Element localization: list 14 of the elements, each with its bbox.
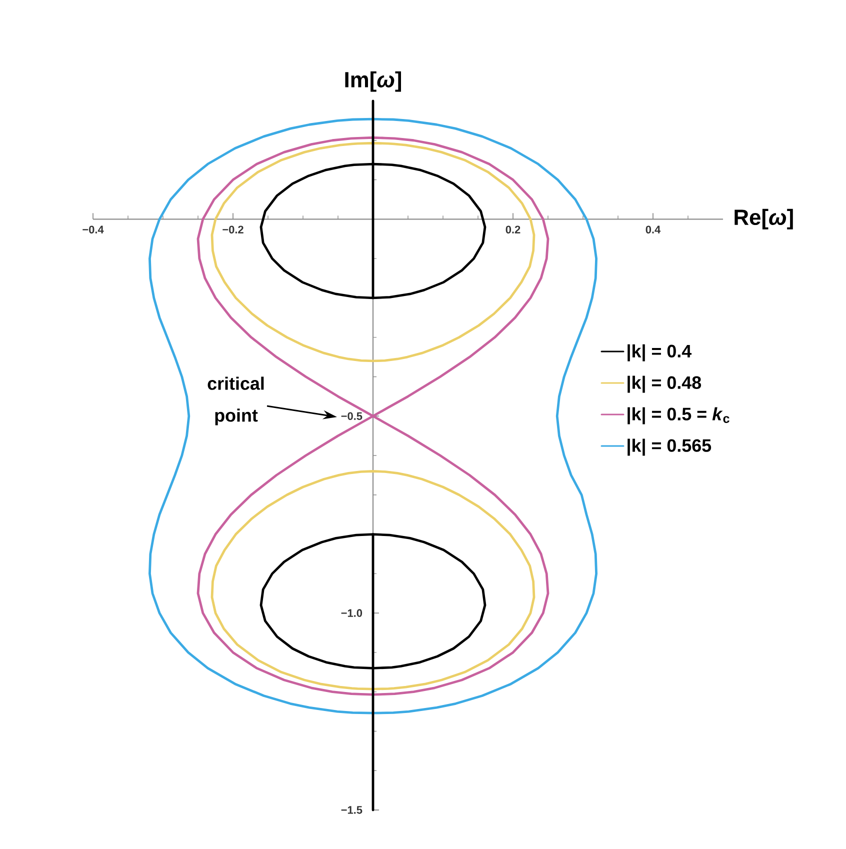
legend-label: |k| = 0.48: [628, 376, 702, 393]
legend-label: |k| = 0.4: [628, 344, 692, 362]
x-tick-label: 0.4: [646, 226, 661, 234]
x-tick-label: −0.2: [222, 226, 244, 234]
x-tick-label: 0.2: [506, 226, 520, 234]
y-tick-label: −1.0: [341, 609, 362, 617]
y-axis-title: Im[ω]: [345, 71, 401, 92]
annotation: critical point: [208, 376, 264, 426]
y-tick-label: −1.5: [341, 806, 362, 814]
legend-label: |k| = 0.5 = k$_{c}$: [628, 407, 730, 424]
x-tick-label: −0.4: [82, 226, 104, 234]
x-axis-title: Re[ω]: [734, 208, 793, 230]
y-tick-label: −0.5: [341, 412, 362, 420]
legend-label: |k| = 0.565: [628, 438, 712, 456]
